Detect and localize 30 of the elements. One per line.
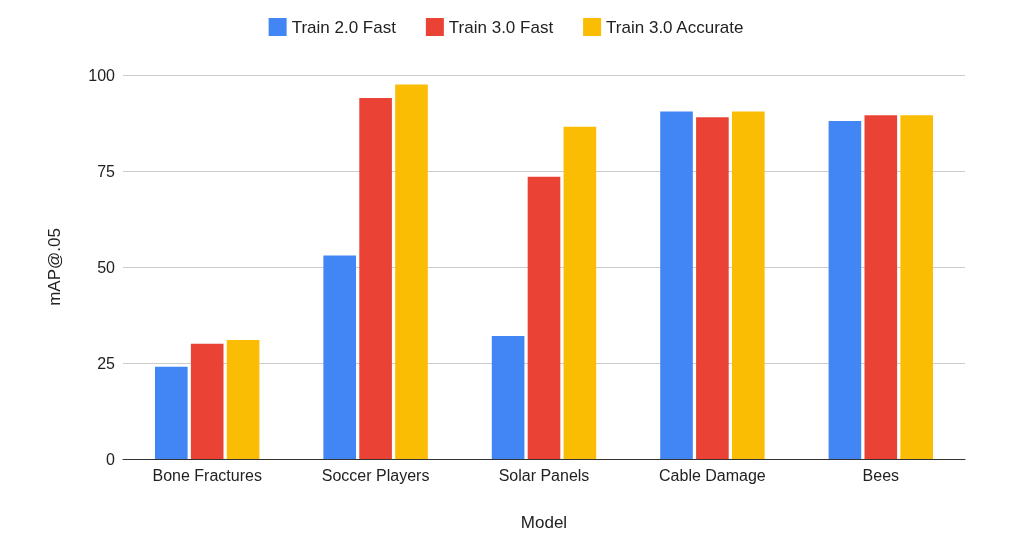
bar [155,366,188,459]
x-tick-label: Cable Damage [659,466,766,484]
x-tick-label: Solar Panels [498,466,590,484]
bar [828,121,862,459]
y-tick-label: 50 [97,258,116,276]
legend-label: Train 3.0 Accurate [606,17,744,37]
bar [696,117,729,459]
bar [323,255,357,459]
y-tick-label: 0 [106,450,116,468]
y-tick-label: 25 [97,354,116,372]
bar [527,176,561,459]
x-tick-label: Bone Fractures [152,466,262,484]
x-tick-label: Bees [862,466,900,484]
y-tick-label: 75 [97,162,116,180]
bar [395,84,428,459]
x-tick-label: Soccer Players [321,466,430,484]
bar [190,343,224,459]
legend-label: Train 2.0 Fast [291,17,397,37]
bar [864,115,898,459]
legend-label: Train 3.0 Fast [448,17,554,37]
bar [359,98,392,459]
y-tick-label: 100 [88,66,116,84]
bar [563,126,597,459]
bar [491,336,525,459]
y-axis-title: mAP@.05 [45,228,64,306]
bar [660,111,693,459]
x-axis-title: Model [520,513,568,532]
bar [900,115,933,459]
bar [226,339,260,459]
bar [731,111,765,459]
